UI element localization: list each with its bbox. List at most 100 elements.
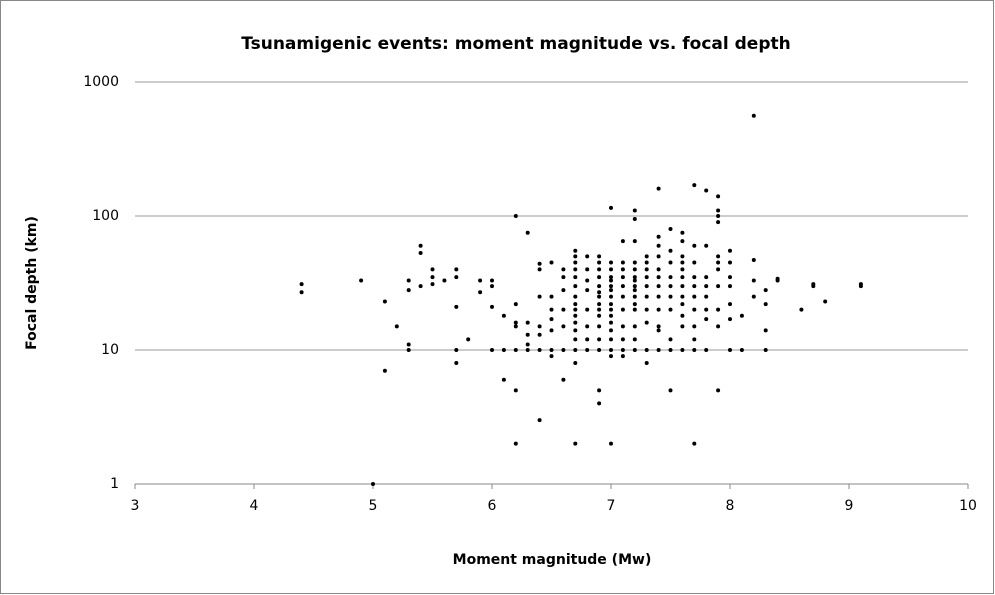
point bbox=[478, 290, 483, 295]
point bbox=[585, 288, 590, 293]
point bbox=[597, 307, 602, 312]
point bbox=[609, 288, 613, 293]
point bbox=[573, 248, 578, 253]
point bbox=[728, 284, 732, 289]
point bbox=[442, 278, 447, 283]
point bbox=[656, 307, 661, 312]
point bbox=[454, 360, 459, 365]
point bbox=[490, 278, 494, 283]
point bbox=[716, 214, 721, 218]
point bbox=[573, 320, 578, 325]
point bbox=[597, 275, 602, 280]
point bbox=[609, 278, 613, 283]
point bbox=[632, 239, 637, 244]
point bbox=[466, 337, 471, 342]
point bbox=[716, 388, 721, 393]
point bbox=[537, 324, 542, 329]
point bbox=[609, 320, 613, 325]
point bbox=[668, 337, 673, 342]
point bbox=[585, 278, 590, 283]
point bbox=[704, 348, 709, 352]
point bbox=[609, 267, 613, 272]
point bbox=[656, 234, 661, 239]
point bbox=[597, 290, 602, 295]
point bbox=[299, 282, 304, 287]
point bbox=[573, 294, 578, 299]
point bbox=[668, 284, 673, 289]
point bbox=[490, 284, 494, 289]
point bbox=[704, 307, 709, 312]
point bbox=[668, 260, 673, 265]
point bbox=[692, 260, 697, 265]
point bbox=[644, 267, 649, 272]
point bbox=[811, 284, 816, 289]
point bbox=[704, 275, 709, 280]
point bbox=[454, 275, 459, 280]
point bbox=[585, 254, 590, 259]
point bbox=[597, 337, 602, 342]
point bbox=[537, 267, 542, 272]
point bbox=[680, 260, 685, 265]
point bbox=[739, 348, 744, 352]
point bbox=[620, 307, 625, 312]
point bbox=[680, 302, 685, 307]
point bbox=[609, 294, 613, 299]
point bbox=[525, 332, 530, 337]
point bbox=[620, 267, 625, 272]
point bbox=[620, 337, 625, 342]
point bbox=[609, 260, 613, 265]
point bbox=[573, 348, 578, 352]
point bbox=[692, 243, 697, 248]
point bbox=[597, 401, 602, 406]
point bbox=[597, 294, 602, 299]
point bbox=[573, 260, 578, 265]
x-tick-label: 4 bbox=[250, 498, 259, 514]
point bbox=[644, 254, 649, 259]
x-tick-label: 10 bbox=[959, 498, 977, 514]
point bbox=[406, 278, 411, 283]
point bbox=[549, 348, 554, 352]
point bbox=[620, 348, 625, 352]
point bbox=[656, 284, 661, 289]
y-tick-label: 100 bbox=[92, 208, 119, 224]
point bbox=[513, 214, 518, 218]
point bbox=[632, 302, 637, 307]
point bbox=[549, 328, 554, 333]
point bbox=[609, 205, 613, 210]
point bbox=[490, 304, 494, 309]
point bbox=[704, 294, 709, 299]
point bbox=[656, 328, 661, 333]
point bbox=[716, 284, 721, 289]
point bbox=[644, 260, 649, 265]
point bbox=[549, 354, 554, 359]
point bbox=[561, 288, 566, 293]
point bbox=[537, 332, 542, 337]
point bbox=[644, 294, 649, 299]
point bbox=[644, 320, 649, 325]
point bbox=[609, 302, 613, 307]
point bbox=[716, 260, 721, 265]
y-axis-title: Focal depth (km) bbox=[24, 216, 40, 350]
y-tick-label: 1 bbox=[110, 476, 119, 492]
point bbox=[728, 348, 732, 352]
point bbox=[704, 317, 709, 322]
point bbox=[692, 294, 697, 299]
point bbox=[692, 324, 697, 329]
point bbox=[668, 275, 673, 280]
point bbox=[799, 307, 804, 312]
point bbox=[692, 275, 697, 280]
point bbox=[513, 320, 518, 325]
point bbox=[751, 113, 756, 118]
point bbox=[620, 260, 625, 265]
point bbox=[525, 320, 530, 325]
point bbox=[620, 294, 625, 299]
point bbox=[632, 294, 637, 299]
point bbox=[537, 348, 542, 352]
point bbox=[454, 304, 459, 309]
point bbox=[632, 216, 637, 221]
point bbox=[751, 257, 756, 262]
point bbox=[680, 275, 685, 280]
x-tick-label: 5 bbox=[369, 498, 378, 514]
